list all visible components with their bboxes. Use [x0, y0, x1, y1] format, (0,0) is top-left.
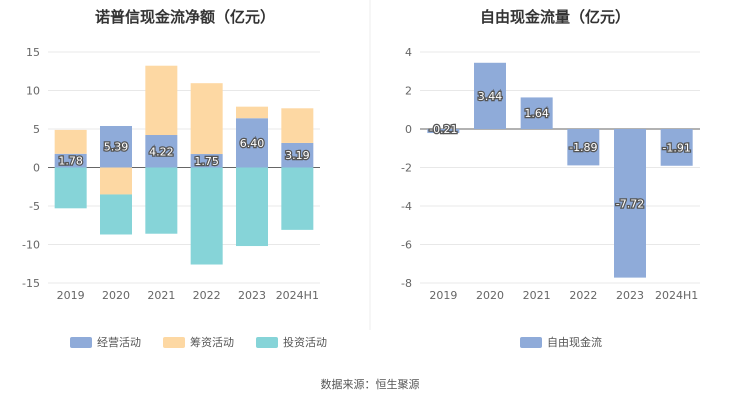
bar-free-cash-flow-2020 — [474, 62, 506, 129]
bar-operating-2022 — [190, 154, 223, 168]
cf-y-tick-label: -15 — [22, 277, 40, 290]
legend-item-investing[interactable]: 投资活动 — [256, 334, 327, 350]
fcf-y-tick-label: -6 — [401, 239, 412, 252]
legend-item-free-cash-flow[interactable]: 自由现金流 — [520, 334, 602, 350]
data-label-free-cash-flow-2024H1: -1.91 — [662, 141, 690, 154]
fcf-y-tick-label: 2 — [405, 85, 412, 98]
cf-y-tick-label: -10 — [22, 239, 40, 252]
data-label-free-cash-flow-2019: -0.21 — [429, 123, 457, 136]
bar-free-cash-flow-2022 — [567, 129, 600, 166]
free-cash-flow-chart-title: 自由现金流量（亿元） — [479, 8, 630, 26]
bar-operating-2020 — [100, 125, 132, 168]
bar-financing-2022 — [190, 83, 223, 155]
data-label-free-cash-flow-2021: 1.64 — [524, 107, 549, 120]
bar-financing-2023 — [236, 106, 268, 119]
data-label-free-cash-flow-2022: -1.89 — [569, 141, 597, 154]
bar-investing-2024H1 — [281, 167, 314, 230]
data-label-operating-2023: 6.40 — [240, 137, 265, 150]
bar-operating-2024H1 — [281, 142, 314, 168]
cf-x-tick-label: 2024H1 — [276, 289, 319, 302]
fcf-y-tick-label: -8 — [401, 277, 412, 290]
bar-operating-2019 — [54, 153, 87, 168]
bar-investing-2022 — [190, 167, 223, 265]
fcf-x-tick-label: 2019 — [429, 289, 457, 302]
fcf-y-tick-label: 0 — [405, 123, 412, 136]
bar-free-cash-flow-2019 — [427, 129, 460, 134]
bar-investing-2020 — [100, 194, 132, 235]
data-label-free-cash-flow-2023: -7.72 — [616, 197, 644, 210]
bar-operating-2023 — [236, 118, 268, 168]
fcf-x-tick-label: 2023 — [616, 289, 644, 302]
cf-x-tick-label: 2022 — [193, 289, 221, 302]
legend-label-free-cash-flow: 自由现金流 — [547, 336, 602, 349]
fcf-x-tick-label: 2022 — [569, 289, 597, 302]
data-label-operating-2020: 5.39 — [104, 141, 129, 154]
legend-label-operating: 经营活动 — [97, 336, 141, 349]
legend-item-financing[interactable]: 筹资活动 — [163, 334, 234, 350]
bar-free-cash-flow-2023 — [614, 129, 646, 278]
bar-free-cash-flow-2024H1 — [660, 129, 693, 166]
bar-financing-2019 — [54, 129, 87, 154]
legend-label-financing: 筹资活动 — [190, 336, 234, 349]
cf-y-tick-label: 5 — [33, 123, 40, 136]
data-label-operating-2024H1: 3.19 — [285, 149, 310, 162]
legend-item-operating[interactable]: 经营活动 — [70, 334, 141, 350]
legend-swatch-investing — [256, 336, 278, 348]
cf-y-tick-label: -5 — [29, 200, 40, 213]
data-label-operating-2019: 1.78 — [58, 155, 83, 168]
bar-investing-2023 — [236, 167, 268, 247]
legend-swatch-operating — [70, 336, 92, 348]
legend-swatch-financing — [163, 336, 185, 348]
cf-y-tick-label: 15 — [26, 46, 40, 59]
fcf-y-tick-label: -4 — [401, 200, 412, 213]
cf-y-tick-label: 0 — [33, 162, 40, 175]
data-source-note: 数据来源：恒生聚源 — [320, 378, 420, 391]
bar-operating-2021 — [145, 135, 178, 168]
cf-y-tick-label: 10 — [26, 85, 40, 98]
bar-investing-2021 — [145, 167, 178, 234]
data-label-operating-2022: 1.75 — [194, 155, 219, 168]
fcf-y-tick-label: -2 — [401, 162, 412, 175]
fcf-x-tick-label: 2024H1 — [655, 289, 698, 302]
bar-financing-2024H1 — [281, 108, 314, 143]
bar-investing-2019 — [54, 167, 87, 209]
cf-x-tick-label: 2023 — [238, 289, 266, 302]
fcf-x-tick-label: 2021 — [523, 289, 551, 302]
cf-x-tick-label: 2019 — [57, 289, 85, 302]
data-label-free-cash-flow-2020: 3.44 — [478, 90, 503, 103]
bar-financing-2021 — [145, 65, 178, 136]
cf-x-tick-label: 2021 — [147, 289, 175, 302]
cash-flow-legend: 经营活动 筹资活动 投资活动 — [70, 334, 349, 350]
legend-swatch-free-cash-flow — [520, 336, 542, 348]
bar-free-cash-flow-2021 — [520, 97, 553, 129]
fcf-y-tick-label: 4 — [405, 46, 412, 59]
fcf-x-tick-label: 2020 — [476, 289, 504, 302]
free-cash-flow-legend: 自由现金流 — [520, 334, 624, 350]
legend-label-investing: 投资活动 — [283, 336, 327, 349]
cash-flow-chart-title: 诺普信现金流净额（亿元） — [94, 8, 275, 26]
data-label-operating-2021: 4.22 — [149, 145, 174, 158]
bar-financing-2020 — [100, 167, 132, 195]
cf-x-tick-label: 2020 — [102, 289, 130, 302]
